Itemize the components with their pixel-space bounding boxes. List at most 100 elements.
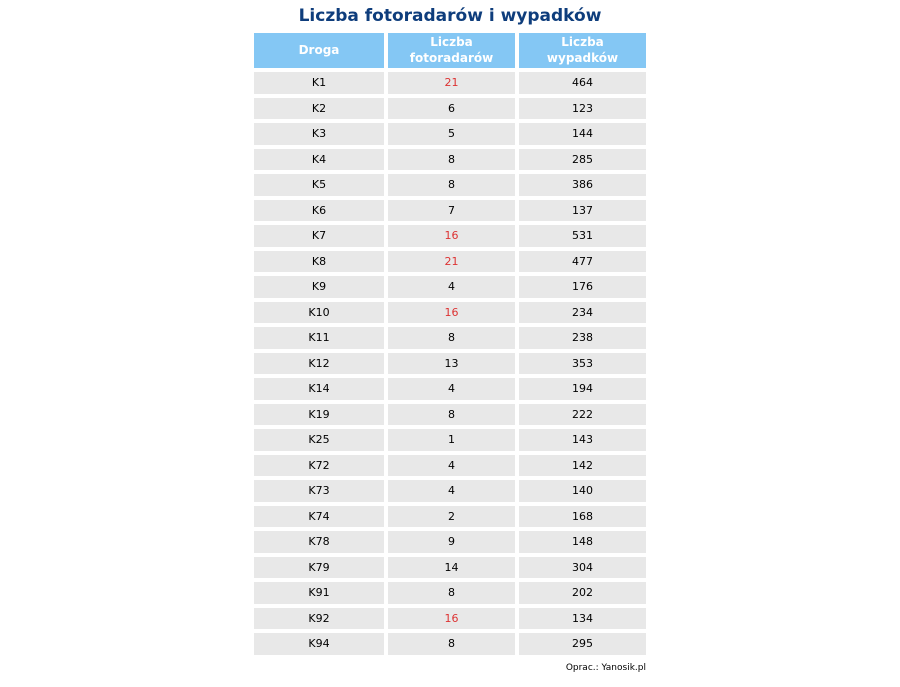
cell-road: K91: [254, 582, 384, 604]
cell-cameras: 21: [388, 72, 515, 94]
cell-cameras: 4: [388, 454, 515, 476]
cell-accidents: 202: [519, 582, 646, 604]
cell-cameras: 8: [388, 174, 515, 196]
cell-accidents: 194: [519, 378, 646, 400]
table-row: K92 16 134: [254, 607, 646, 629]
table-row: K14 4 194: [254, 378, 646, 400]
cell-cameras: 8: [388, 327, 515, 349]
table-row: K25 1 143: [254, 429, 646, 451]
cell-cameras: 16: [388, 301, 515, 323]
table-row: K72 4 142: [254, 454, 646, 476]
cell-road: K4: [254, 148, 384, 170]
cell-accidents: 295: [519, 633, 646, 655]
table-row: K78 9 148: [254, 531, 646, 553]
cell-accidents: 531: [519, 225, 646, 247]
cell-cameras: 1: [388, 429, 515, 451]
table-row: K6 7 137: [254, 199, 646, 221]
page-title: Liczba fotoradarów i wypadków: [298, 6, 602, 26]
cell-cameras: 9: [388, 531, 515, 553]
table-row: K1 21 464: [254, 72, 646, 94]
table-row: K3 5 144: [254, 123, 646, 145]
cell-accidents: 140: [519, 480, 646, 502]
cell-accidents: 142: [519, 454, 646, 476]
table-row: K5 8 386: [254, 174, 646, 196]
table-row: K2 6 123: [254, 97, 646, 119]
cell-cameras: 16: [388, 225, 515, 247]
column-header-accidents: Liczba wypadków: [519, 33, 646, 68]
cell-cameras: 4: [388, 276, 515, 298]
cell-accidents: 304: [519, 556, 646, 578]
cell-road: K6: [254, 199, 384, 221]
cell-cameras: 8: [388, 403, 515, 425]
cell-accidents: 176: [519, 276, 646, 298]
cell-road: K73: [254, 480, 384, 502]
cell-accidents: 123: [519, 97, 646, 119]
cell-cameras: 7: [388, 199, 515, 221]
cell-cameras: 2: [388, 505, 515, 527]
cell-road: K11: [254, 327, 384, 349]
cell-accidents: 464: [519, 72, 646, 94]
cell-road: K79: [254, 556, 384, 578]
table-row: K10 16 234: [254, 301, 646, 323]
cell-accidents: 168: [519, 505, 646, 527]
cell-road: K2: [254, 97, 384, 119]
column-header-cameras: Liczba fotoradarów: [388, 33, 515, 68]
cell-cameras: 13: [388, 352, 515, 374]
cell-accidents: 353: [519, 352, 646, 374]
cell-road: K9: [254, 276, 384, 298]
cell-accidents: 148: [519, 531, 646, 553]
cell-accidents: 285: [519, 148, 646, 170]
table-row: K91 8 202: [254, 582, 646, 604]
table-row: K79 14 304: [254, 556, 646, 578]
cell-cameras: 21: [388, 250, 515, 272]
cell-road: K7: [254, 225, 384, 247]
cell-road: K5: [254, 174, 384, 196]
cell-road: K72: [254, 454, 384, 476]
cell-cameras: 14: [388, 556, 515, 578]
cell-accidents: 144: [519, 123, 646, 145]
cell-road: K92: [254, 607, 384, 629]
table-row: K12 13 353: [254, 352, 646, 374]
cell-accidents: 238: [519, 327, 646, 349]
cell-road: K1: [254, 72, 384, 94]
cell-cameras: 5: [388, 123, 515, 145]
cell-accidents: 477: [519, 250, 646, 272]
source-credit: Oprac.: Yanosik.pl: [565, 662, 646, 673]
cell-cameras: 8: [388, 633, 515, 655]
cell-accidents: 234: [519, 301, 646, 323]
cell-cameras: 4: [388, 480, 515, 502]
table-row: K8 21 477: [254, 250, 646, 272]
table-header-row: Droga Liczba fotoradarów Liczba wypadków: [254, 33, 646, 68]
cell-cameras: 4: [388, 378, 515, 400]
table-row: K94 8 295: [254, 633, 646, 655]
cell-road: K14: [254, 378, 384, 400]
cell-road: K74: [254, 505, 384, 527]
cell-accidents: 137: [519, 199, 646, 221]
table-row: K4 8 285: [254, 148, 646, 170]
table-row: K73 4 140: [254, 480, 646, 502]
column-header-road: Droga: [254, 33, 384, 68]
table-row: K19 8 222: [254, 403, 646, 425]
cell-road: K12: [254, 352, 384, 374]
cell-accidents: 386: [519, 174, 646, 196]
cell-accidents: 222: [519, 403, 646, 425]
cell-accidents: 134: [519, 607, 646, 629]
cell-road: K8: [254, 250, 384, 272]
table-row: K74 2 168: [254, 505, 646, 527]
cell-road: K25: [254, 429, 384, 451]
table-row: K7 16 531: [254, 225, 646, 247]
table-row: K9 4 176: [254, 276, 646, 298]
table-row: K11 8 238: [254, 327, 646, 349]
cell-cameras: 8: [388, 148, 515, 170]
cell-road: K3: [254, 123, 384, 145]
table-body: K1 21 464 K2 6 123 K3 5 144 K4 8 285 K5 …: [254, 72, 646, 655]
cell-accidents: 143: [519, 429, 646, 451]
cell-cameras: 16: [388, 607, 515, 629]
cell-cameras: 6: [388, 97, 515, 119]
cell-road: K10: [254, 301, 384, 323]
cell-road: K78: [254, 531, 384, 553]
cell-road: K94: [254, 633, 384, 655]
cell-cameras: 8: [388, 582, 515, 604]
cell-road: K19: [254, 403, 384, 425]
